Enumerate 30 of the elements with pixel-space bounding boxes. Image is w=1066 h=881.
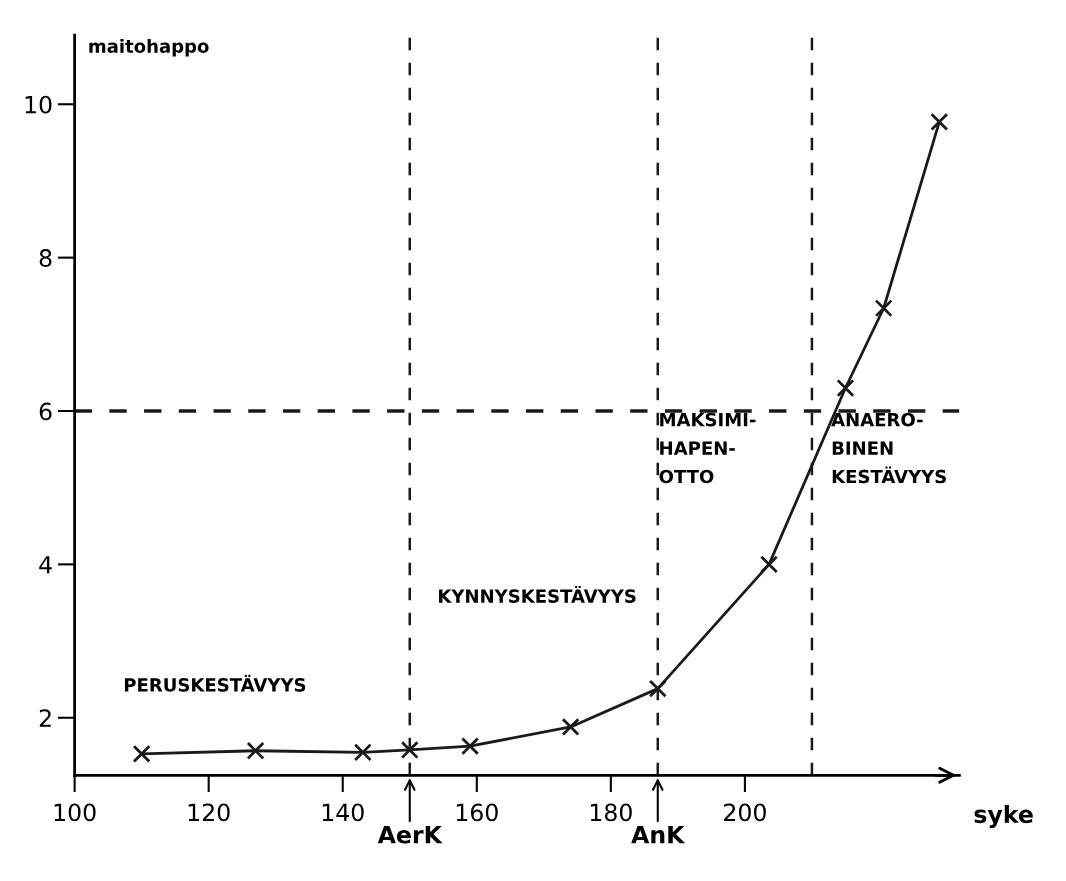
point: [874, 299, 893, 318]
y-tick-label: 4: [39, 556, 52, 574]
y-tick-label: 10: [25, 95, 52, 114]
ref-line-label: AnK: [631, 826, 686, 844]
x-axis-title: syke: [974, 804, 1033, 828]
x-tick-label: 160: [456, 803, 498, 822]
point: [400, 740, 419, 759]
y-tick-label: 8: [39, 249, 52, 267]
point: [461, 737, 480, 756]
x-tick-label: 120: [188, 803, 230, 822]
y-axis-title: maitohappo: [89, 38, 209, 57]
x-tick-label: 200: [724, 803, 766, 822]
point: [246, 741, 265, 760]
point: [760, 555, 779, 574]
point: [648, 679, 667, 698]
point: [353, 743, 372, 762]
annotation: ANAERO- BINEN KESTÄVYYS: [831, 412, 946, 484]
annotation: KYNNYSKESTÄVYYS: [439, 585, 636, 603]
x-tick-label: 100: [54, 803, 96, 822]
point: [561, 717, 580, 736]
x-tick-label: 140: [322, 803, 364, 822]
point: [132, 744, 151, 763]
point: [930, 112, 949, 131]
annotation: PERUSKESTÄVYYS: [124, 674, 306, 692]
y-tick-label: 6: [39, 402, 52, 421]
x-tick-label: 180: [590, 803, 632, 822]
point: [836, 378, 855, 398]
y-tick-label: 2: [39, 709, 51, 727]
ref-line-label: AerK: [377, 826, 443, 844]
annotation: MAKSIMI- HAPEN- OTTO: [659, 412, 756, 484]
